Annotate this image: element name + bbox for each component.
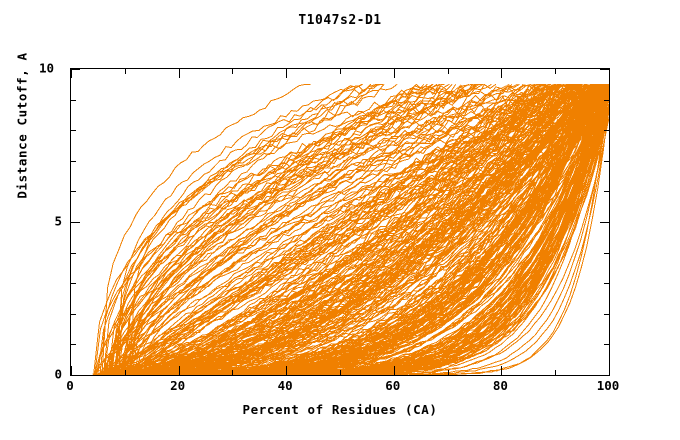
- prediction-curve: [99, 83, 559, 375]
- y-tick-label-0: 0: [54, 366, 62, 382]
- curve-series-group: [92, 83, 609, 375]
- prediction-curve: [133, 83, 557, 375]
- prediction-curve: [126, 83, 556, 375]
- prediction-curve: [137, 83, 557, 375]
- prediction-curve: [112, 83, 588, 375]
- x-tick-label-20: 20: [170, 378, 186, 393]
- prediction-curve: [95, 84, 593, 375]
- x-tick-label-80: 80: [492, 378, 508, 393]
- prediction-curve: [94, 84, 541, 375]
- prediction-curve: [109, 83, 571, 375]
- prediction-curve: [114, 83, 385, 375]
- prediction-curve: [101, 83, 311, 375]
- prediction-curve: [122, 83, 556, 375]
- prediction-curve: [127, 83, 551, 375]
- prediction-curve-outlier: [94, 84, 609, 375]
- prediction-curve: [105, 109, 609, 375]
- prediction-curve: [100, 84, 565, 375]
- x-tick-label-100: 100: [596, 378, 620, 393]
- page-title: T1047s2-D1: [298, 13, 382, 28]
- curves-plot-area: [71, 69, 609, 375]
- prediction-curve: [121, 83, 453, 375]
- prediction-curve: [110, 83, 372, 375]
- prediction-curve: [92, 84, 547, 375]
- prediction-curve: [116, 84, 594, 375]
- x-tick-label-0: 0: [66, 378, 74, 393]
- prediction-curve: [97, 83, 542, 375]
- prediction-curve: [121, 83, 583, 375]
- prediction-curve: [93, 83, 581, 375]
- prediction-curve: [93, 83, 547, 375]
- y-axis-label: Distance Cutoff, A: [14, 52, 30, 199]
- axis-tick-group: [71, 69, 609, 375]
- x-tick-label-40: 40: [277, 378, 293, 393]
- prediction-curve: [115, 83, 544, 375]
- prediction-curve: [104, 83, 565, 375]
- prediction-curve: [98, 83, 497, 375]
- x-tick-label-60: 60: [385, 378, 401, 393]
- prediction-curve: [129, 83, 380, 374]
- prediction-curve: [120, 83, 561, 375]
- prediction-curve: [113, 83, 599, 375]
- prediction-curve: [93, 83, 398, 374]
- y-tick-label-5: 5: [54, 213, 62, 229]
- prediction-curve: [111, 83, 532, 375]
- x-axis-label: Percent of Residues (CA): [242, 402, 438, 417]
- prediction-curve-outlier: [96, 103, 609, 375]
- prediction-curve: [138, 83, 484, 375]
- prediction-curve: [128, 83, 434, 375]
- prediction-curve: [97, 83, 445, 374]
- prediction-curve: [108, 83, 438, 375]
- plot-frame: [70, 68, 610, 376]
- prediction-curve: [115, 83, 363, 374]
- prediction-curve: [117, 83, 441, 375]
- prediction-curve: [126, 83, 583, 375]
- prediction-curve: [106, 83, 537, 375]
- prediction-curve: [93, 83, 609, 375]
- prediction-curve-outlier: [99, 83, 609, 375]
- prediction-curve: [110, 83, 582, 375]
- prediction-curve: [105, 83, 520, 375]
- y-tick-label-10: 10: [38, 60, 54, 76]
